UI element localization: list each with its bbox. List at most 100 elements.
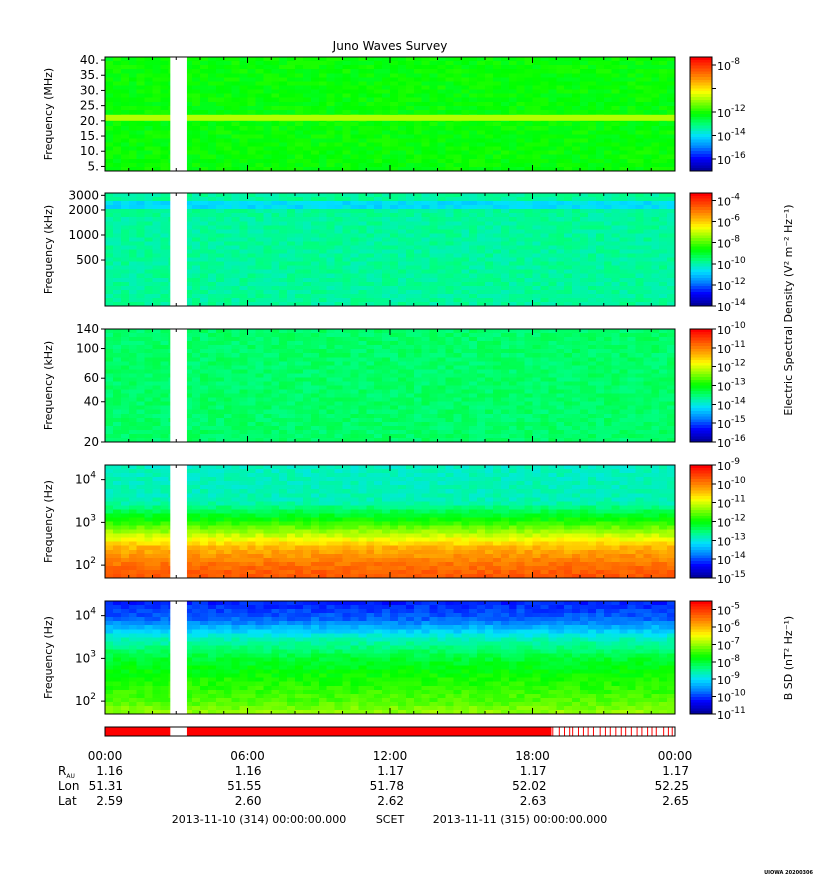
data-gap bbox=[170, 56, 187, 172]
y-tick-label: 103 bbox=[75, 649, 96, 665]
colorbar-tick-label: 10-4 bbox=[717, 192, 740, 208]
colorbar-tick-label: 10-16 bbox=[717, 151, 746, 167]
y-tick-label: 10. bbox=[80, 144, 99, 158]
ephemeris-value: 1.17 bbox=[377, 764, 404, 778]
colorbar-tick-label: 10-8 bbox=[717, 235, 740, 251]
start-time-label: 2013-11-10 (314) 00:00:00.000 bbox=[172, 813, 346, 826]
ephemeris-value: 52.02 bbox=[512, 779, 546, 793]
y-tick-label: 102 bbox=[75, 556, 96, 572]
colorbar-tick-label: 10-7 bbox=[717, 636, 740, 652]
ephemeris-value: 2.59 bbox=[96, 794, 123, 808]
ephemeris-value: 2.60 bbox=[235, 794, 262, 808]
colorbar-tick-label: 10-15 bbox=[717, 570, 746, 586]
emission-line bbox=[105, 114, 675, 121]
spectrogram-lfr-low bbox=[105, 465, 676, 579]
time-axis: 00:00 06:00 12:00 18:00 00:00 bbox=[88, 749, 693, 763]
colorbar-tick-label: 10-13 bbox=[717, 532, 746, 548]
colorbar-tick-label: 10-9 bbox=[717, 671, 740, 687]
y-tick-label: 20 bbox=[84, 435, 99, 449]
ephemeris-value: 1.17 bbox=[520, 764, 547, 778]
ephemeris-value: 1.16 bbox=[96, 764, 123, 778]
colorbar-tick-label: 10-11 bbox=[717, 495, 746, 511]
colorbar-tick-label: 10-12 bbox=[717, 359, 746, 375]
y-tick-label: 102 bbox=[75, 692, 96, 708]
ephemeris-value: 51.31 bbox=[89, 779, 123, 793]
colorbar-tick-label: 10-12 bbox=[717, 277, 746, 293]
colorbar-tick-label: 10-10 bbox=[717, 689, 746, 705]
panel-hfr-high: 40.35.30. 25.20.15.10.5. Frequency (MHz) 10… bbox=[42, 53, 746, 173]
colorbar-tick-label: 10-6 bbox=[717, 214, 740, 230]
spectrogram-hfr-high bbox=[105, 57, 676, 172]
ephemeris-value: 52.25 bbox=[655, 779, 689, 793]
y-tick-label: 140 bbox=[76, 322, 99, 336]
y-tick-label: 103 bbox=[75, 513, 96, 529]
spectrogram-hfr-low bbox=[105, 193, 676, 307]
y-axis-label: Frequency (MHz) bbox=[42, 68, 55, 160]
colorbar-lfr-low: 10-9 10-10 10-11 10-12 10-13 10-14 10-15 bbox=[689, 457, 746, 586]
colorbar-tick-label: 10-9 bbox=[717, 457, 740, 473]
time-tick-label: 12:00 bbox=[373, 749, 408, 763]
plot-title: Juno Waves Survey bbox=[332, 39, 448, 53]
y-tick-label: 2000 bbox=[68, 203, 99, 217]
data-gap bbox=[170, 600, 187, 715]
ephemeris-value: 1.16 bbox=[235, 764, 262, 778]
magnetic-colorbar-title: B SD (nT² Hz⁻¹) bbox=[782, 616, 795, 700]
spectrogram-lfr-high bbox=[105, 329, 676, 443]
ephemeris-value: 2.65 bbox=[662, 794, 689, 808]
y-axis-label: Frequency (kHz) bbox=[42, 341, 55, 430]
colorbar-tick-label: 10-10 bbox=[717, 476, 746, 492]
y-tick-label: 35. bbox=[80, 68, 99, 82]
colorbar-tick-label: 10-13 bbox=[717, 378, 746, 394]
time-tick-label: 00:00 bbox=[658, 749, 693, 763]
ephemeris-value: 51.55 bbox=[227, 779, 261, 793]
colorbar-tick-label: 10-14 bbox=[717, 298, 746, 314]
ephemeris-row-label: Lon bbox=[58, 779, 79, 793]
time-tick-label: 00:00 bbox=[88, 749, 123, 763]
colorbar-tick-label: 10-16 bbox=[717, 434, 746, 450]
y-tick-label: 60 bbox=[84, 371, 99, 385]
colorbar-tick-label: 10-5 bbox=[717, 602, 740, 618]
y-axis-label: Frequency (Hz) bbox=[42, 480, 55, 563]
colorbar-tick-label: 10-12 bbox=[717, 104, 746, 120]
watermark: UIOWA 20200306 bbox=[764, 870, 813, 876]
spectrogram-panels: 40.35.30. 25.20.15.10.5. Frequency (MHz) 10… bbox=[42, 53, 746, 722]
colorbar-tick-label: 10-11 bbox=[717, 706, 746, 722]
y-tick-label: 1000 bbox=[68, 228, 99, 242]
colorbar-tick-label: 10-12 bbox=[717, 514, 746, 530]
y-tick-label: 20. bbox=[80, 114, 99, 128]
colorbar-tick-label: 10-8 bbox=[717, 57, 740, 73]
y-tick-label: 5. bbox=[88, 159, 99, 173]
colorbar-tick-label: 10-10 bbox=[717, 321, 746, 337]
ephemeris-row-label: RAU bbox=[58, 764, 75, 780]
electric-colorbar-title: Electric Spectral Density (V² m⁻² Hz⁻¹) bbox=[782, 204, 795, 415]
y-tick-label: 30. bbox=[80, 83, 99, 97]
y-axis-label: Frequency (kHz) bbox=[42, 205, 55, 294]
colorbar-tick-label: 10-14 bbox=[717, 551, 746, 567]
colorbar-lfr-high: 10-10 10-11 10-12 10-13 10-14 10-15 10-16 bbox=[689, 321, 746, 450]
data-gap bbox=[170, 192, 187, 307]
y-axis-label: Frequency (Hz) bbox=[42, 616, 55, 699]
colorbar-tick-label: 10-6 bbox=[717, 619, 740, 635]
time-tick-label: 18:00 bbox=[515, 749, 550, 763]
ephemeris-value: 1.17 bbox=[662, 764, 689, 778]
colorbar-tick-label: 10-8 bbox=[717, 654, 740, 670]
y-tick-label: 15. bbox=[80, 129, 99, 143]
y-tick-label: 40. bbox=[80, 53, 99, 67]
y-tick-label: 25. bbox=[80, 99, 99, 113]
y-tick-label: 500 bbox=[76, 253, 99, 267]
y-tick-label: 104 bbox=[75, 471, 96, 487]
colorbar-tick-label: 10-15 bbox=[717, 415, 746, 431]
ephemeris-value: 51.78 bbox=[370, 779, 404, 793]
colorbar-tick-label: 10-14 bbox=[717, 396, 746, 412]
colorbar-hfr-low: 10-4 10-6 10-8 10-10 10-12 10-14 bbox=[689, 192, 746, 314]
end-time-label: 2013-11-11 (315) 00:00:00.000 bbox=[433, 813, 607, 826]
spectrogram-magnetic bbox=[105, 601, 676, 715]
y-tick-label: 40 bbox=[84, 395, 99, 409]
data-gap bbox=[170, 328, 187, 443]
y-tick-label: 104 bbox=[75, 607, 96, 623]
